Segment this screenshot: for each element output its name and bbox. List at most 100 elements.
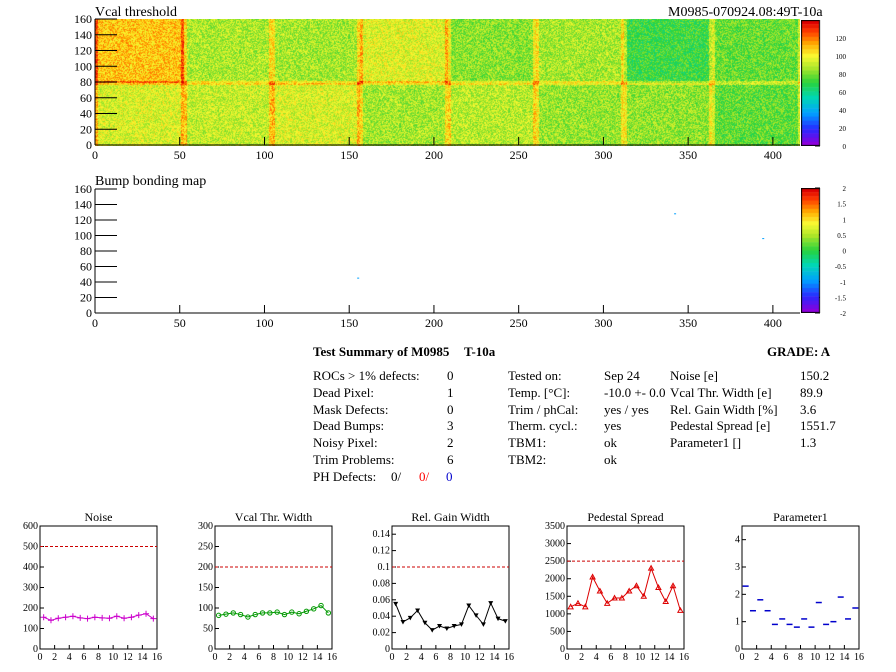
x-tick-label: 2 bbox=[754, 652, 759, 663]
y-tick-label: 0 bbox=[33, 644, 38, 655]
data-point bbox=[480, 622, 486, 627]
x-tick-label: 50 bbox=[174, 148, 186, 162]
x-tick-label: 4 bbox=[594, 652, 599, 663]
middle-value-3: yes bbox=[604, 418, 622, 434]
right-label-3: Pedestal Spread [e] bbox=[670, 418, 771, 434]
bump-defect-point bbox=[762, 238, 765, 240]
right-value-1: 89.9 bbox=[800, 384, 823, 400]
data-point bbox=[596, 587, 604, 594]
x-tick-label: 16 bbox=[152, 652, 162, 663]
x-tick-label: 12 bbox=[475, 652, 485, 663]
y-tick-label: 2000 bbox=[545, 574, 565, 585]
chart-frame bbox=[214, 525, 333, 650]
y-tick-label: 0.04 bbox=[373, 611, 391, 622]
data-point bbox=[422, 620, 428, 626]
x-tick-label: 6 bbox=[433, 652, 438, 663]
x-tick-label: 2 bbox=[579, 652, 584, 663]
data-point bbox=[488, 601, 494, 606]
data-point bbox=[407, 615, 413, 621]
x-tick-label: 0 bbox=[213, 652, 218, 663]
data-point bbox=[581, 603, 589, 610]
data-point bbox=[502, 619, 508, 624]
x-tick-label: 0 bbox=[740, 652, 745, 663]
data-point bbox=[135, 612, 142, 619]
data-point bbox=[473, 613, 479, 618]
chart-title: Noise bbox=[85, 510, 113, 524]
data-point bbox=[589, 573, 596, 580]
left-value-0: 0 bbox=[447, 368, 454, 383]
data-point bbox=[303, 608, 310, 614]
data-point bbox=[567, 603, 575, 610]
data-point bbox=[267, 610, 273, 616]
y-tick-label: 0.14 bbox=[373, 529, 391, 540]
y-tick-label: 50 bbox=[203, 624, 213, 635]
y-tick-label: 0.12 bbox=[373, 546, 391, 557]
x-tick-label: 10 bbox=[810, 652, 820, 663]
left-label-5: Trim Problems: bbox=[313, 452, 395, 467]
x-tick-label: 400 bbox=[764, 316, 782, 330]
data-point bbox=[647, 564, 655, 571]
ph-defects-label: PH Defects: bbox=[313, 469, 377, 484]
y-tick-label: 1500 bbox=[545, 591, 565, 602]
x-tick-label: 300 bbox=[594, 316, 612, 330]
middle-label-0: Tested on: bbox=[508, 368, 562, 383]
y-tick-label: 150 bbox=[198, 583, 213, 594]
x-tick-label: 12 bbox=[825, 652, 835, 663]
x-tick-label: 0 bbox=[38, 652, 43, 663]
y-tick-label: 3500 bbox=[545, 521, 565, 532]
x-tick-label: 150 bbox=[340, 148, 358, 162]
data-point bbox=[77, 614, 84, 621]
data-point bbox=[429, 628, 435, 633]
y-tick-label: 40 bbox=[80, 107, 92, 121]
data-point bbox=[69, 613, 76, 620]
map1-title: Vcal threshold bbox=[95, 5, 178, 20]
x-tick-label: 10 bbox=[108, 652, 118, 663]
left-value-2: 0 bbox=[447, 401, 454, 417]
series-line bbox=[395, 601, 506, 631]
chart-title: Parameter1 bbox=[773, 510, 828, 524]
x-tick-label: 350 bbox=[679, 148, 697, 162]
y-tick-label: 2500 bbox=[545, 556, 565, 567]
x-tick-label: 0 bbox=[92, 148, 98, 162]
chart-frame bbox=[391, 525, 510, 650]
x-tick-label: 300 bbox=[594, 148, 612, 162]
x-tick-label: 8 bbox=[271, 652, 276, 663]
left-value-3: 3 bbox=[447, 418, 454, 434]
right-label-0: Noise [e] bbox=[670, 368, 719, 383]
data-point bbox=[128, 614, 135, 621]
right-label-1: Vcal Thr. Width [e] bbox=[670, 384, 772, 400]
ph-defects-value-3: 0 bbox=[446, 469, 453, 484]
y-tick-label: 120 bbox=[74, 44, 92, 58]
data-point bbox=[611, 594, 618, 601]
colorbar-tick-label: 0 bbox=[843, 143, 847, 151]
left-label-3: Dead Bumps: bbox=[313, 418, 385, 434]
y-tick-label: 400 bbox=[23, 562, 38, 573]
data-point bbox=[259, 610, 266, 616]
y-tick-label: 140 bbox=[74, 198, 92, 212]
x-tick-label: 6 bbox=[783, 652, 788, 663]
middle-value-5: ok bbox=[604, 452, 617, 467]
right-value-3: 1551.7 bbox=[800, 418, 836, 434]
y-tick-label: 500 bbox=[23, 542, 38, 553]
summary-temp-tag: T-10a bbox=[464, 344, 496, 359]
middle-value-2: yes / yes bbox=[604, 401, 649, 417]
data-point bbox=[640, 592, 648, 599]
y-tick-label: 20 bbox=[80, 291, 92, 305]
left-label-2: Mask Defects: bbox=[313, 401, 389, 417]
data-point bbox=[669, 582, 677, 589]
y-tick-label: 40 bbox=[80, 275, 92, 289]
x-tick-label: 8 bbox=[623, 652, 628, 663]
x-tick-label: 14 bbox=[312, 652, 322, 663]
x-tick-label: 2 bbox=[227, 652, 232, 663]
vcal-colorbar bbox=[801, 20, 846, 146]
ph-defects-value-1: 0/ bbox=[391, 469, 402, 484]
x-tick-label: 10 bbox=[460, 652, 470, 663]
data-point bbox=[618, 594, 626, 601]
data-point bbox=[289, 609, 295, 615]
y-tick-label: 60 bbox=[80, 260, 92, 274]
